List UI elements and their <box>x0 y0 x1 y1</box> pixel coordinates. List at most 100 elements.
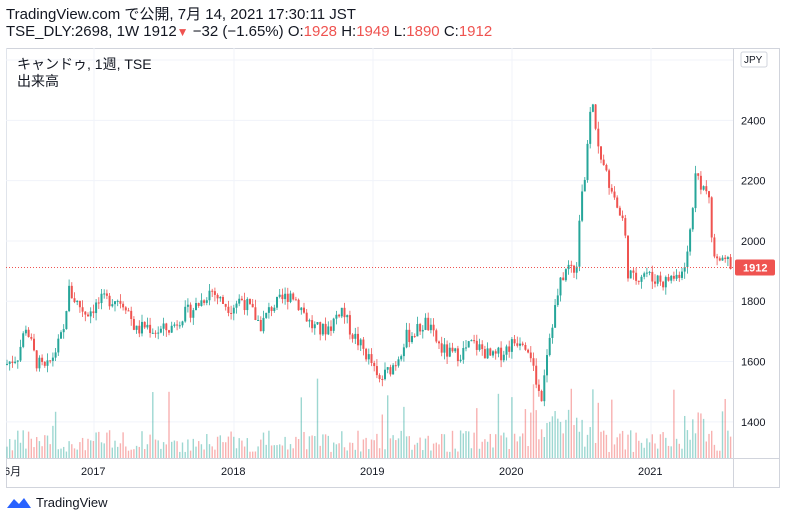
volume-bar <box>141 431 143 458</box>
x-tick-label: 2017 <box>81 466 105 478</box>
x-tick-label: 6月 <box>6 466 21 478</box>
volume-bar <box>500 435 502 458</box>
volume-bar <box>49 444 51 458</box>
volume-bar <box>273 445 275 458</box>
candle-body <box>635 272 638 281</box>
volume-bar <box>721 411 724 458</box>
volume-bar <box>233 436 235 458</box>
candle-body <box>281 294 284 300</box>
candle-body <box>473 340 476 342</box>
candle-body <box>184 306 187 322</box>
volume-bar <box>165 444 167 458</box>
y-tick-label: 1400 <box>741 417 765 429</box>
candle-body <box>305 312 308 322</box>
candle-body <box>467 341 470 348</box>
volume-bar <box>727 430 729 458</box>
candle-body <box>370 354 373 363</box>
volume-bar <box>246 438 248 458</box>
volume-bar <box>333 442 335 458</box>
volume-bar <box>454 448 456 458</box>
volume-bar <box>354 449 356 458</box>
candle-body <box>621 215 624 219</box>
high-value: 1949 <box>356 23 390 40</box>
volume-bar <box>103 443 105 458</box>
candle-body <box>122 303 125 308</box>
candle-body <box>726 257 729 260</box>
candle-body <box>213 291 216 295</box>
volume-bar <box>362 439 365 458</box>
candle-body <box>500 347 503 361</box>
volume-bar <box>341 431 343 458</box>
candle-body <box>413 336 416 338</box>
candle-body <box>629 270 632 279</box>
candle-body <box>330 326 332 331</box>
candle-body <box>205 300 208 303</box>
candle-body <box>43 361 46 366</box>
x-tick-label: 2020 <box>499 466 523 478</box>
volume-bar <box>373 440 375 458</box>
candle-body <box>554 305 557 328</box>
volume-bar <box>130 449 132 458</box>
candle-body <box>173 324 176 326</box>
volume-bar <box>675 438 678 458</box>
candle-body <box>551 327 554 338</box>
candle-body <box>14 361 17 363</box>
volume-bar <box>408 436 410 458</box>
volume-bar <box>535 410 537 458</box>
volume-bar <box>427 435 429 458</box>
candle-body <box>60 332 62 339</box>
volume-bar <box>608 451 610 458</box>
candle-body <box>178 325 181 327</box>
candle-body <box>497 347 500 354</box>
volume-bar <box>651 434 653 458</box>
volume-bar <box>686 430 689 458</box>
candle-body <box>54 352 57 358</box>
volume-bar <box>414 444 416 458</box>
candle-body <box>68 285 71 312</box>
candle-body <box>130 310 133 320</box>
candle-body <box>70 285 73 299</box>
volume-bar <box>573 425 575 458</box>
volume-bar <box>705 441 707 458</box>
volume-bar <box>162 442 165 458</box>
volume-bar <box>538 439 540 458</box>
volume-bar <box>330 451 332 458</box>
candle-body <box>6 363 8 365</box>
volume-bar <box>586 434 589 458</box>
candle-body <box>243 300 246 311</box>
volume-bar <box>81 437 84 458</box>
volume-bar <box>338 443 340 458</box>
volume-bar <box>724 398 726 458</box>
volume-bar <box>624 449 626 458</box>
volume-bar <box>73 448 76 458</box>
candle-body <box>78 300 81 308</box>
volume-bar <box>41 446 43 458</box>
candle-body <box>562 277 565 281</box>
volume-bar <box>478 448 481 458</box>
volume-bar <box>33 447 35 458</box>
candle-body <box>583 179 586 192</box>
volume-bar <box>397 438 400 458</box>
candle-body <box>224 303 227 307</box>
candle-body <box>462 347 465 360</box>
volume-bar <box>400 430 402 458</box>
volume-bar <box>316 378 319 458</box>
candle-body <box>324 323 327 335</box>
volume-bar <box>416 442 419 458</box>
price-chart[interactable]: 14001600180020002200240026006月2017201820… <box>6 48 780 488</box>
volume-bar <box>600 431 602 458</box>
candle-body <box>292 293 295 300</box>
volume-bar <box>87 438 89 458</box>
candle-body <box>246 299 249 311</box>
volume-bar <box>597 402 599 458</box>
candle-body <box>195 303 197 311</box>
y-tick-label: 2200 <box>741 176 765 188</box>
volume-bar <box>532 384 535 458</box>
volume-bar <box>654 443 656 458</box>
candle-body <box>103 293 106 295</box>
candle-body <box>421 329 424 332</box>
candle-body <box>289 293 292 302</box>
candle-body <box>276 296 278 308</box>
candle-body <box>240 298 243 301</box>
candle-body <box>537 384 540 391</box>
